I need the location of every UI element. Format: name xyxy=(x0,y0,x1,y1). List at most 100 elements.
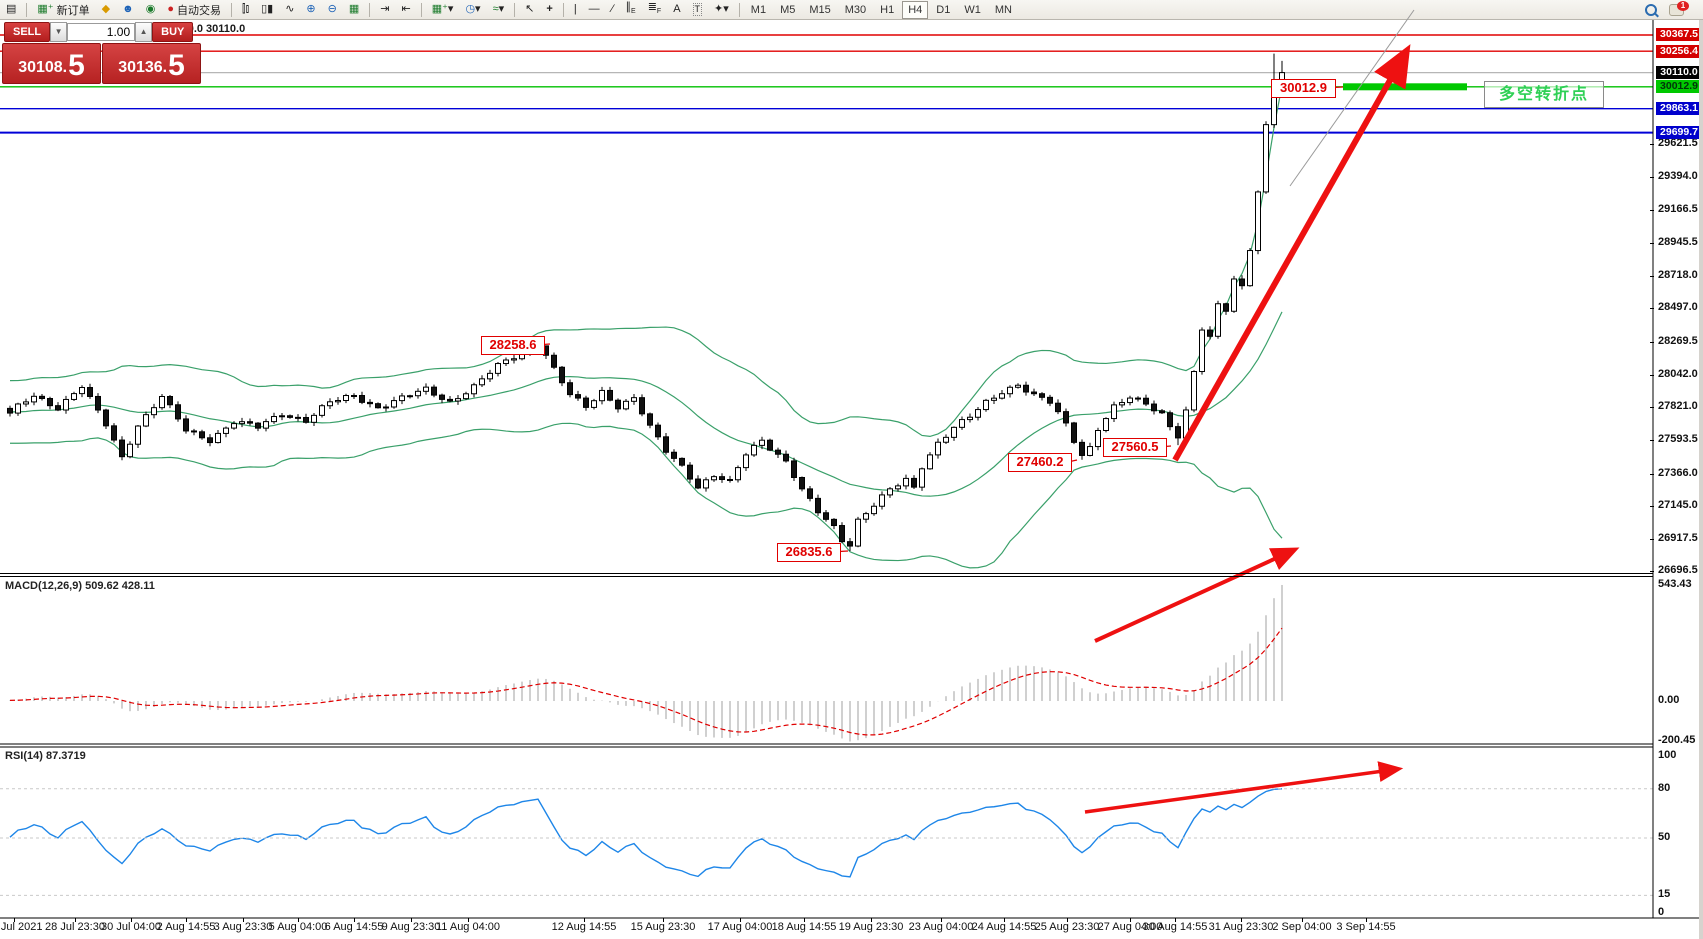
candle-up xyxy=(991,397,997,401)
crosshair-icon[interactable]: + xyxy=(546,3,553,15)
candle-down xyxy=(719,476,725,480)
chart-window: ▲ JPN225-,H4 30077.5 30120.0 30040.0 301… xyxy=(0,20,1703,939)
timeframe-h4[interactable]: H4 xyxy=(902,0,929,19)
candle-down xyxy=(615,399,621,410)
candle-up xyxy=(471,384,477,395)
toolbar-separator xyxy=(26,2,28,17)
toolbar-separator xyxy=(369,2,371,17)
candle-up xyxy=(143,414,149,427)
candle-down xyxy=(447,398,453,402)
periods-dropdown[interactable]: ◷ ▾ xyxy=(465,3,481,15)
autotrade-button[interactable]: ● 自动交易 xyxy=(167,3,222,17)
candle-down xyxy=(1239,278,1245,287)
candle-up xyxy=(999,393,1005,399)
zoom-in-icon[interactable]: ⊕ xyxy=(306,3,316,15)
candle-up xyxy=(959,419,965,428)
candle-down xyxy=(103,409,109,427)
community-icon[interactable]: ☻ xyxy=(122,3,134,15)
styles-icon[interactable]: ◆ xyxy=(101,3,111,15)
candle-down xyxy=(247,421,253,424)
annotation-leader xyxy=(1333,86,1344,89)
candle-down xyxy=(663,436,669,453)
candle-up xyxy=(887,488,893,496)
candle-up xyxy=(1191,371,1197,411)
candle-down xyxy=(807,488,813,499)
horizontal-line-icon[interactable]: — xyxy=(588,3,600,15)
toolbar-separator xyxy=(514,2,516,17)
buy-button[interactable]: BUY xyxy=(152,21,194,42)
candle-down xyxy=(39,395,45,400)
search-icon[interactable] xyxy=(1640,0,1662,19)
new-chart-dropdown[interactable]: ▦⁺ ▾ xyxy=(431,3,454,15)
text-icon[interactable]: A xyxy=(673,3,681,15)
signals-icon[interactable]: ◉ xyxy=(145,3,156,15)
auto-scroll-icon[interactable]: ⇤ xyxy=(401,3,411,15)
gray-trendline xyxy=(1289,9,1415,187)
channel-icon[interactable]: ∥E xyxy=(625,0,636,16)
trendline-icon[interactable]: ∕ xyxy=(611,3,614,15)
candle-down xyxy=(783,453,789,462)
candle-up xyxy=(591,400,597,408)
buy-price-box[interactable]: 30136. 5 xyxy=(102,43,201,84)
zoom-out-icon[interactable]: ⊖ xyxy=(327,3,337,15)
timeframe-h1[interactable]: H1 xyxy=(880,3,895,16)
trend-arrow xyxy=(1094,547,1300,643)
notifications-icon[interactable]: 1 xyxy=(1664,0,1689,19)
candle-up xyxy=(23,401,29,405)
volume-down-button[interactable]: ▼ xyxy=(50,21,68,42)
candle-up xyxy=(855,518,861,547)
candle-down xyxy=(1055,402,1061,413)
candle-down xyxy=(671,451,677,459)
candle-down xyxy=(575,394,581,399)
chart-bars-icon[interactable]: ⫿⫾ xyxy=(242,3,250,15)
timeframe-w1[interactable]: W1 xyxy=(964,3,981,16)
candle-down xyxy=(303,417,309,423)
fibonacci-icon[interactable]: ≣F xyxy=(647,0,662,16)
candle-up xyxy=(495,363,501,374)
candle-up xyxy=(31,395,37,403)
candle-up xyxy=(335,400,341,403)
text-label-icon[interactable]: T xyxy=(692,3,703,16)
macd-signal-line xyxy=(9,627,1283,736)
timeframe-m30[interactable]: M30 xyxy=(844,3,867,16)
candle-up xyxy=(1199,329,1205,373)
candle-down xyxy=(1159,410,1165,414)
candle-down xyxy=(911,477,917,488)
chart-line-icon[interactable]: ∿ xyxy=(285,3,295,15)
buy-price: 30136. xyxy=(118,59,168,76)
candle-down xyxy=(647,413,653,426)
vertical-line-icon[interactable]: | xyxy=(573,3,577,15)
candle-down xyxy=(359,395,365,403)
volume-input[interactable]: 1.00 xyxy=(67,22,136,41)
timeframe-mn[interactable]: MN xyxy=(994,3,1012,16)
candle-down xyxy=(543,345,549,356)
candle-up xyxy=(263,421,269,429)
timeframe-d1[interactable]: D1 xyxy=(936,3,951,16)
sell-button[interactable]: SELL xyxy=(4,21,51,42)
annotation-leader xyxy=(1069,459,1078,463)
cursor-icon[interactable]: ↖ xyxy=(525,3,535,15)
new-order-button[interactable]: ▦⁺ 新订单 xyxy=(37,3,90,17)
timeframe-m1[interactable]: M1 xyxy=(750,3,767,16)
tile-windows-icon[interactable]: ▦ xyxy=(348,3,360,15)
candle-up xyxy=(527,348,533,353)
candle-up xyxy=(383,406,389,409)
candle-down xyxy=(567,382,573,396)
timeframe-m5[interactable]: M5 xyxy=(780,3,796,16)
candle-down xyxy=(847,541,853,547)
timeframe-m15[interactable]: M15 xyxy=(809,3,831,16)
sell-price-box[interactable]: 30108. 5 xyxy=(2,43,101,84)
chart-shift-icon[interactable]: ⇥ xyxy=(380,3,390,15)
templates-dropdown[interactable]: ≈ ▾ xyxy=(492,3,505,15)
candle-up xyxy=(879,494,885,507)
annotation-leader xyxy=(838,550,849,553)
candle-up xyxy=(319,405,325,416)
candle-up xyxy=(711,476,717,481)
candle-down xyxy=(831,518,837,527)
candle-up xyxy=(975,409,981,418)
shapes-dropdown[interactable]: ✦ ▾ xyxy=(714,3,729,15)
candle-down xyxy=(207,437,213,444)
chart-candles-icon[interactable]: ▯▮ xyxy=(261,3,274,15)
market-watch-icon[interactable]: ▤ xyxy=(6,3,17,15)
volume-up-button[interactable]: ▲ xyxy=(135,21,153,42)
